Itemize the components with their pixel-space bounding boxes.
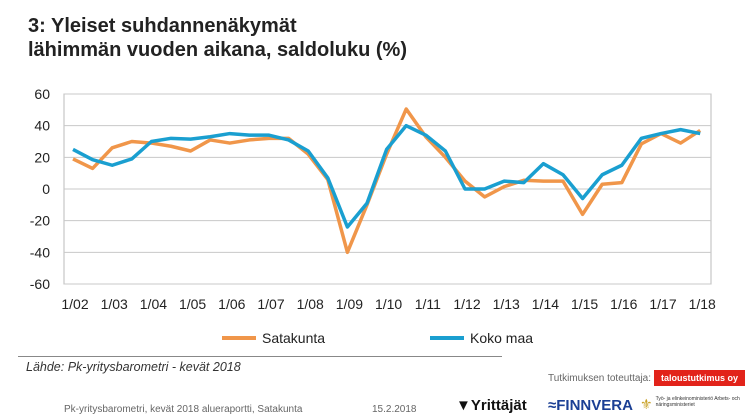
finnvera-logo: ≈FINNVERA xyxy=(548,397,633,414)
y-tick-label: 40 xyxy=(34,118,50,134)
y-tick-label: 60 xyxy=(34,86,50,102)
divider xyxy=(18,356,502,357)
x-tick-label: 1/06 xyxy=(218,296,245,312)
x-tick-label: 1/16 xyxy=(610,296,637,312)
x-tick-label: 1/18 xyxy=(689,296,716,312)
y-tick-label: -60 xyxy=(30,276,50,292)
x-tick-label: 1/15 xyxy=(571,296,598,312)
title-line-2: lähimmän vuoden aikana, saldoluku (%) xyxy=(28,39,407,61)
series-line-satakunta xyxy=(72,107,702,255)
x-tick-label: 1/13 xyxy=(493,296,520,312)
series-line-koko-maa xyxy=(72,123,701,229)
ministry-logo: ⚜ Työ- ja elinkeinoministeriö Arbets- och… xyxy=(640,396,740,412)
footer-date: 15.2.2018 xyxy=(372,404,417,415)
x-tick-label: 1/02 xyxy=(61,296,88,312)
x-tick-label: 1/05 xyxy=(179,296,206,312)
x-tick-label: 1/17 xyxy=(649,296,676,312)
source-note: Lähde: Pk-yritysbarometri - kevät 2018 xyxy=(26,360,241,374)
x-tick-label: 1/04 xyxy=(140,296,167,312)
legend-label: Satakunta xyxy=(262,330,325,346)
x-tick-label: 1/08 xyxy=(297,296,324,312)
title-line-1: 3: Yleiset suhdannenäkymät xyxy=(28,15,297,37)
legend-label: Koko maa xyxy=(470,330,533,346)
y-tick-label: -20 xyxy=(30,213,50,229)
x-tick-label: 1/11 xyxy=(415,296,441,312)
taloustutkimus-logo: taloustutkimus oy xyxy=(654,370,746,386)
x-tick-label: 1/03 xyxy=(101,296,128,312)
chart-title: 3: Yleiset suhdannenäkymät lähimmän vuod… xyxy=(28,14,407,62)
byline: Tutkimuksen toteuttaja: xyxy=(548,373,652,384)
y-tick-label: -40 xyxy=(30,244,50,260)
x-tick-label: 1/09 xyxy=(336,296,363,312)
x-tick-label: 1/14 xyxy=(532,296,559,312)
footer-report: Pk-yritysbarometri, kevät 2018 aluerapor… xyxy=(64,404,303,415)
x-tick-label: 1/12 xyxy=(453,296,480,312)
x-tick-label: 1/10 xyxy=(375,296,402,312)
x-tick-label: 1/07 xyxy=(257,296,284,312)
y-tick-label: 20 xyxy=(34,149,50,165)
yrittajat-logo: ▼Yrittäjät xyxy=(456,397,527,414)
y-tick-label: 0 xyxy=(42,181,50,197)
